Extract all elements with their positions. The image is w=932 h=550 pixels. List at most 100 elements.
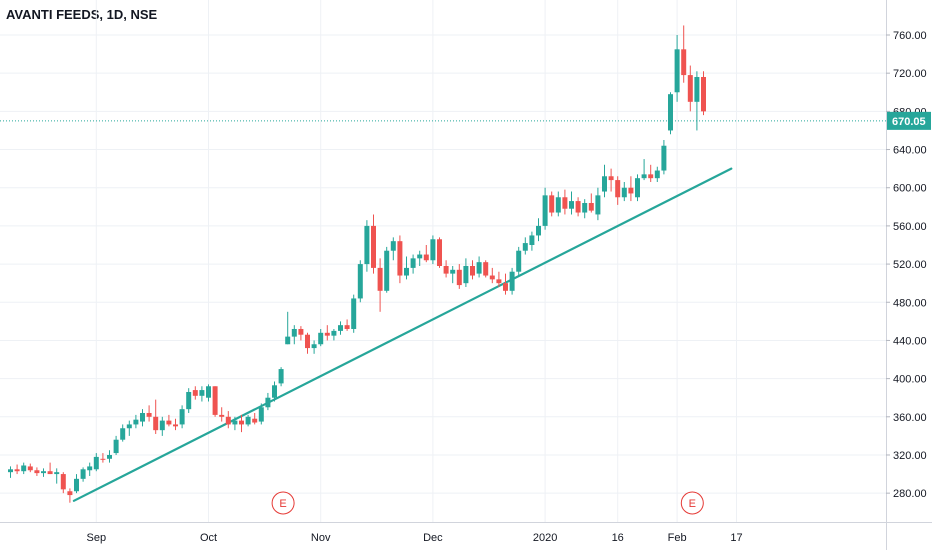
candle-up bbox=[595, 195, 601, 215]
candle-up bbox=[291, 328, 297, 337]
candle-up bbox=[265, 397, 271, 408]
candle-down bbox=[14, 469, 20, 472]
candle-down bbox=[173, 424, 178, 427]
chart-title: AVANTI FEEDS, 1D, NSE bbox=[6, 7, 158, 22]
candle-up bbox=[54, 472, 60, 475]
price-tick-label: 760.00 bbox=[893, 30, 927, 42]
candle-down bbox=[615, 180, 621, 198]
candle-up bbox=[258, 407, 264, 422]
candle-up bbox=[417, 254, 423, 259]
candle-down bbox=[60, 474, 66, 490]
price-tick-label: 440.00 bbox=[893, 335, 927, 347]
time-tick-label: 2020 bbox=[533, 532, 557, 544]
price-tick-label: 640.00 bbox=[893, 145, 927, 157]
candle-down bbox=[252, 418, 258, 423]
candle-up bbox=[186, 391, 192, 410]
trendline[interactable] bbox=[72, 167, 733, 502]
candle-up bbox=[206, 386, 211, 398]
candle-up bbox=[140, 412, 145, 422]
price-tick-label: 560.00 bbox=[893, 221, 927, 233]
candle-up bbox=[390, 241, 396, 251]
candle-up bbox=[463, 265, 469, 284]
candle-down bbox=[192, 390, 198, 396]
candle-up bbox=[536, 225, 541, 236]
candle-up bbox=[555, 197, 561, 213]
candle-down bbox=[503, 283, 508, 291]
candle-up bbox=[654, 170, 660, 179]
candle-down bbox=[628, 187, 634, 194]
candle-down bbox=[377, 267, 383, 291]
candle-up bbox=[93, 456, 99, 470]
chart-grid bbox=[0, 0, 886, 522]
candle-up bbox=[410, 258, 416, 268]
price-axis[interactable]: 280.00 320.00 360.00 400.00 440.00 480.00 520.… bbox=[886, 30, 927, 500]
candle-down bbox=[34, 470, 40, 474]
candle-down bbox=[489, 275, 495, 280]
price-tick-label: 600.00 bbox=[893, 183, 927, 195]
candle-up bbox=[311, 344, 317, 349]
candle-down bbox=[549, 195, 555, 213]
candle-down bbox=[423, 254, 429, 261]
candle-up bbox=[516, 250, 522, 272]
earnings-marker-label: E bbox=[279, 498, 286, 510]
candle-down bbox=[371, 225, 376, 268]
candle-up bbox=[364, 225, 370, 265]
candle-up bbox=[582, 202, 588, 213]
candles bbox=[8, 25, 706, 503]
candle-down bbox=[67, 491, 73, 496]
time-tick-label: Nov bbox=[311, 532, 331, 544]
candle-up bbox=[529, 235, 535, 245]
candle-up bbox=[80, 469, 86, 479]
candle-up bbox=[159, 420, 165, 431]
candle-up bbox=[278, 369, 284, 384]
price-tick-label: 360.00 bbox=[893, 412, 927, 424]
candle-up bbox=[199, 390, 205, 396]
candle-down bbox=[701, 76, 706, 112]
candle-down bbox=[470, 265, 475, 276]
candle-down bbox=[496, 279, 502, 284]
candle-up bbox=[179, 409, 185, 425]
candle-down bbox=[100, 458, 106, 460]
candle-up bbox=[357, 264, 363, 299]
price-tick-label: 720.00 bbox=[893, 68, 927, 80]
last-price-value: 670.05 bbox=[892, 116, 926, 128]
time-axis[interactable]: Sep Oct Nov Dec 2020 16 Feb 17 bbox=[87, 532, 743, 544]
candle-up bbox=[272, 385, 277, 398]
candle-down bbox=[681, 49, 687, 76]
candle-up bbox=[476, 262, 482, 274]
candle-up bbox=[430, 239, 436, 261]
candle-up bbox=[120, 428, 126, 440]
price-tick-label: 280.00 bbox=[893, 488, 927, 500]
candle-down bbox=[298, 328, 304, 335]
price-tick-label: 400.00 bbox=[893, 374, 927, 386]
earnings-marker-icon bbox=[271, 491, 295, 515]
candle-up bbox=[384, 250, 390, 291]
candle-up bbox=[74, 478, 79, 492]
candle-down bbox=[324, 332, 330, 336]
candle-up bbox=[404, 267, 409, 276]
candle-up bbox=[8, 469, 13, 473]
candle-up bbox=[674, 49, 680, 93]
candle-down bbox=[575, 201, 581, 213]
candle-down bbox=[146, 412, 152, 417]
candle-down bbox=[305, 334, 310, 349]
candle-up bbox=[621, 187, 627, 198]
candle-down bbox=[166, 420, 172, 425]
candle-down bbox=[219, 414, 225, 417]
earnings-marker-icon bbox=[680, 491, 704, 515]
candle-up bbox=[232, 420, 238, 425]
candle-up bbox=[635, 178, 640, 198]
candle-down bbox=[397, 241, 403, 276]
trendline-segment[interactable] bbox=[72, 167, 733, 502]
candle-up bbox=[331, 330, 337, 336]
candle-down bbox=[443, 265, 449, 274]
candle-up bbox=[126, 424, 132, 429]
candle-up bbox=[107, 454, 112, 459]
candle-up bbox=[450, 269, 456, 274]
earnings-marker-label: E bbox=[689, 498, 696, 510]
candle-down bbox=[225, 416, 231, 425]
candle-down bbox=[648, 174, 654, 179]
last-price-badge bbox=[887, 111, 931, 130]
candle-up bbox=[661, 145, 667, 171]
